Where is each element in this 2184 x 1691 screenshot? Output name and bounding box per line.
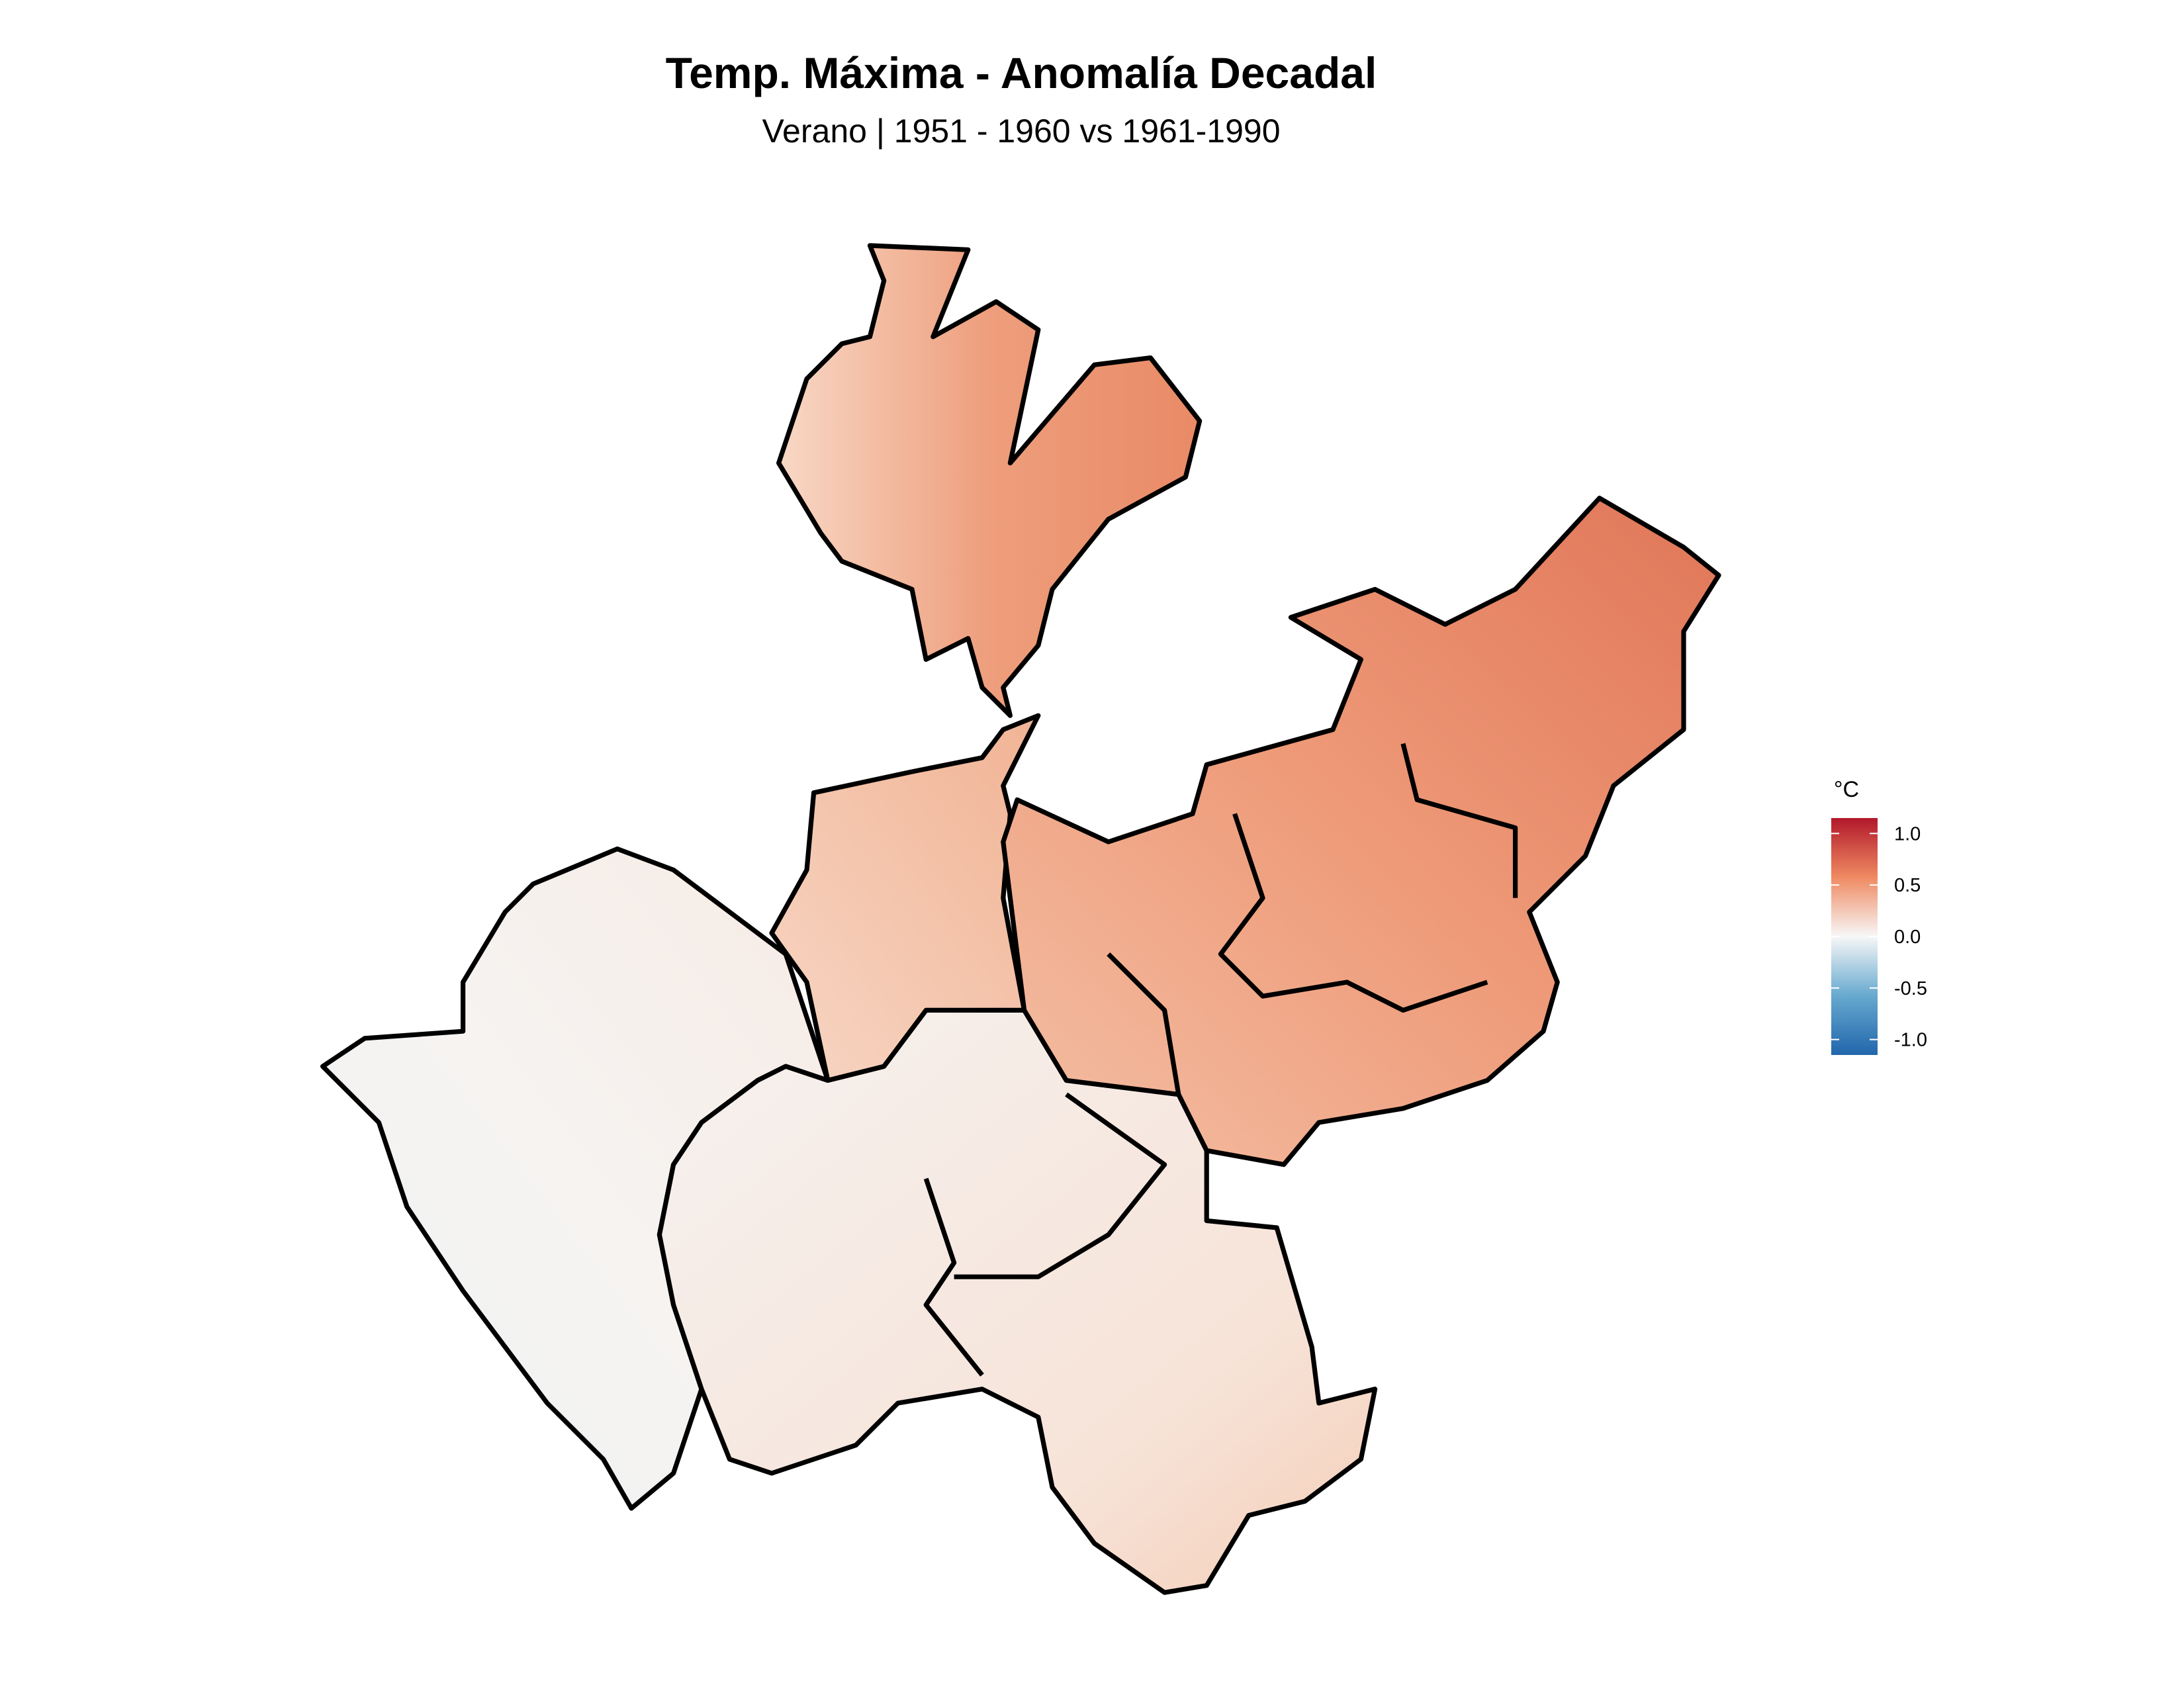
legend-title: °C bbox=[1834, 777, 1859, 802]
map-title: Temp. Máxima - Anomalía Decadal bbox=[666, 48, 1377, 97]
legend-tick-label: 0.0 bbox=[1894, 927, 1921, 948]
map-subtitle: Verano | 1951 - 1960 vs 1961-1990 bbox=[762, 113, 1280, 150]
region-north bbox=[776, 243, 1203, 718]
region-divider bbox=[923, 743, 1518, 1377]
map-regions bbox=[320, 243, 1721, 1595]
region-northeast bbox=[1001, 495, 1721, 1167]
legend-tick-label: -1.0 bbox=[1894, 1030, 1927, 1051]
legend-tick-label: 0.5 bbox=[1894, 875, 1921, 896]
legend-tick-label: 1.0 bbox=[1894, 823, 1921, 845]
legend-tick-label: -0.5 bbox=[1894, 978, 1927, 999]
legend: 1.0 0.5 0.0 -0.5 -1.0 bbox=[1831, 818, 1927, 1055]
